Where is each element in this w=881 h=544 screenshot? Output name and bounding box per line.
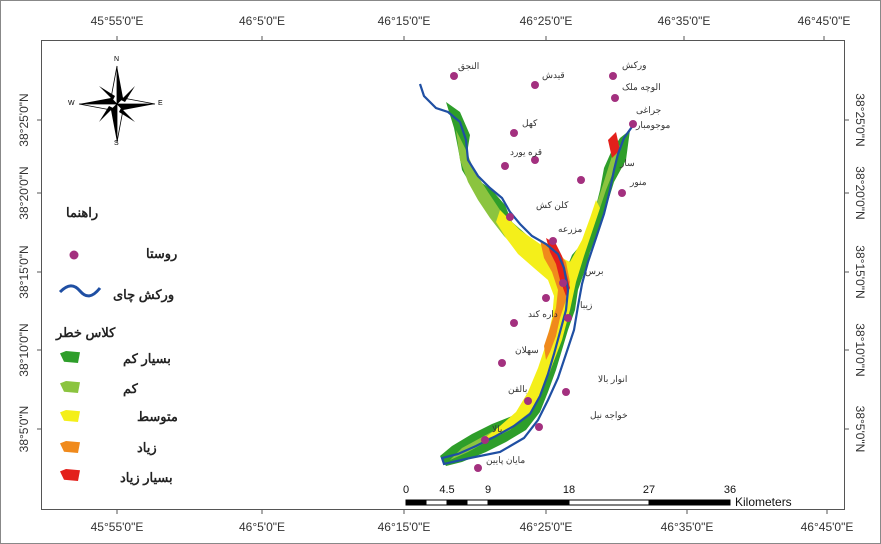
river-line xyxy=(418,83,635,466)
scale-tick-label: 4.5 xyxy=(439,484,455,496)
village-name: زیبا xyxy=(580,300,593,310)
bottom-lon-label: 46°15'0"E xyxy=(377,520,431,534)
scale-tick-label: 0 xyxy=(402,484,410,496)
village-name: ورکش xyxy=(622,60,647,70)
top-lon-label: 46°5'0"E xyxy=(238,14,286,28)
compass-rose-icon xyxy=(78,65,156,143)
village-name: خواجه نیل xyxy=(590,410,628,420)
compass-e: E xyxy=(158,100,163,107)
risk-label-very-low: بسیار کم xyxy=(123,351,171,366)
village-name: جراغی xyxy=(636,105,662,115)
village-name: موجومبار xyxy=(636,120,671,130)
village-name: بالا xyxy=(492,424,503,434)
scale-tick-label: 27 xyxy=(642,484,656,496)
compass-s: S xyxy=(114,140,119,147)
village-name: برس xyxy=(585,266,604,276)
risk-swatch-high xyxy=(60,441,80,453)
legend-village-label: روستا xyxy=(146,246,178,261)
risk-swatch-very-low xyxy=(60,351,80,363)
river-line-icon xyxy=(58,284,102,298)
risk-zone-very-high xyxy=(546,132,620,296)
risk-zone-low xyxy=(450,130,620,460)
top-lon-label: 46°25'0"E xyxy=(519,14,573,28)
village-name: بالقن xyxy=(508,384,528,394)
bottom-lon-label: 46°35'0"E xyxy=(660,520,714,534)
risk-label-medium: متوسط xyxy=(137,409,178,424)
scale-tick-label: 36 xyxy=(723,484,737,496)
village-name: الوچه ملک xyxy=(622,82,661,92)
top-lon-label: 45°55'0"E xyxy=(90,14,144,28)
compass-n: N xyxy=(114,56,120,63)
risk-swatch-medium xyxy=(60,410,80,422)
risk-label-very-high: بسیار زیاد xyxy=(120,470,173,485)
village-name: مایان پایین xyxy=(486,455,526,465)
village-name: مزرعه xyxy=(558,224,583,234)
village-name: انوار بالا xyxy=(598,374,628,384)
scale-tick-label: 18 xyxy=(562,484,576,496)
risk-label-high: زیاد xyxy=(137,440,157,455)
village-name: داره کند xyxy=(528,309,558,319)
village-name: کلن کش xyxy=(536,200,569,210)
legend-title: راهنما xyxy=(66,205,99,220)
bottom-lon-label: 46°45'0"E xyxy=(800,520,854,534)
bottom-lon-label: 45°55'0"E xyxy=(90,520,144,534)
risk-label-low: کم xyxy=(123,381,138,396)
risk-swatch-low xyxy=(60,381,80,393)
legend-river-label: ورکش چای xyxy=(113,287,175,302)
village-dot-icon xyxy=(69,250,79,260)
top-lon-label: 46°45'0"E xyxy=(797,14,851,28)
scale-tick-label: 9 xyxy=(484,484,492,496)
north-arrow: N S E W xyxy=(68,56,163,148)
top-lon-label: 46°15'0"E xyxy=(377,14,431,28)
scale-unit-label: Kilometers xyxy=(735,495,792,509)
top-lon-label: 46°35'0"E xyxy=(657,14,711,28)
village-name: النجق xyxy=(458,61,480,71)
village-name: قیدش xyxy=(542,70,565,80)
map-frame xyxy=(41,40,845,510)
village-name: کهل xyxy=(522,118,538,128)
village-name: منور xyxy=(630,177,647,187)
risk-swatch-very-high xyxy=(60,469,80,481)
risk-class-title: کلاس خطر xyxy=(56,325,116,340)
compass-w: W xyxy=(68,100,75,107)
village-name: سار xyxy=(620,158,635,168)
bottom-lon-label: 46°25'0"E xyxy=(519,520,573,534)
village-name: قره یورد xyxy=(510,147,542,157)
village-name: سهلان xyxy=(515,345,539,355)
bottom-lon-label: 46°5'0"E xyxy=(238,520,286,534)
